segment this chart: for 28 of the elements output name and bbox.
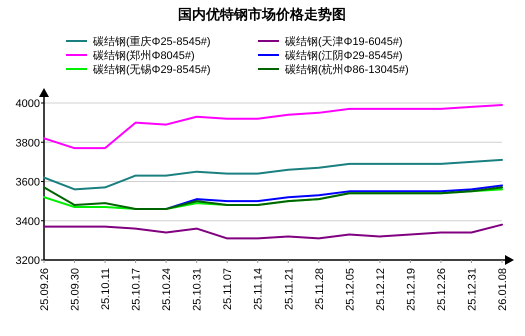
x-tick-label: 25.12.05 xyxy=(344,268,356,311)
x-tick-label: 25.10.11 xyxy=(100,268,112,310)
x-tick-label: 25.10.24 xyxy=(161,268,174,311)
y-tick-label: 3400 xyxy=(16,216,40,228)
x-tick-label: 25.11.14 xyxy=(252,268,265,310)
legend-label: 碳结钢(重庆Φ25-8545#) xyxy=(92,35,211,48)
x-tick-label: 25.12.26 xyxy=(436,268,448,311)
legend-label: 碳结钢(杭州Φ86-13045#) xyxy=(284,63,409,76)
x-tick-label: 25.12.19 xyxy=(405,268,418,311)
y-tick-label: 4000 xyxy=(16,98,40,110)
x-tick-label: 25.12.31 xyxy=(466,268,478,311)
legend-label: 碳结钢(无锡Φ29-8545#) xyxy=(92,63,211,76)
chart-title: 国内优特钢市场价格走势图 xyxy=(178,6,346,22)
x-tick-label: 25.11.28 xyxy=(314,268,326,310)
x-tick-label: 26.01.08 xyxy=(497,268,509,311)
x-tick-label: 25.11.21 xyxy=(283,268,296,310)
x-tick-label: 25.10.31 xyxy=(192,268,204,311)
legend-label: 碳结钢(天津Φ19-6045#) xyxy=(284,35,403,48)
x-tick-label: 25.11.07 xyxy=(222,268,234,310)
legend-label: 碳结钢(郑州Φ8045#) xyxy=(92,49,195,62)
x-tick-label: 25.10.17 xyxy=(130,268,143,311)
x-tick-label: 25.09.26 xyxy=(39,268,51,311)
x-tick-label: 25.12.12 xyxy=(374,268,387,311)
y-tick-label: 3800 xyxy=(16,137,40,150)
y-tick-label: 3200 xyxy=(16,255,40,267)
x-tick-label: 25.09.30 xyxy=(70,268,82,311)
y-tick-label: 3600 xyxy=(16,176,40,188)
legend-label: 碳结钢(江阴Φ29-8545#) xyxy=(284,49,403,62)
